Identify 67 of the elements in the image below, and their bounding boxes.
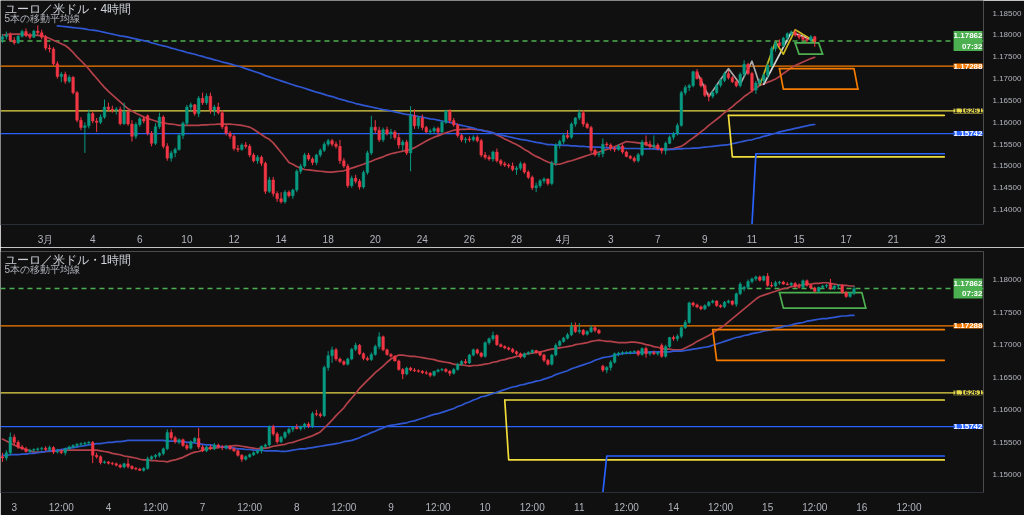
x-tick-label: 7 — [655, 233, 662, 245]
x-tick-label: 23 — [934, 233, 947, 245]
ref-line-label: 1.15742 — [953, 129, 984, 139]
x-tick-label: 12:00 — [519, 501, 546, 513]
y-tick-label: 1.16000 — [992, 117, 1022, 127]
x-tick-label: 15 — [762, 501, 774, 513]
x-tick-label: 12:00 — [331, 501, 357, 513]
x-tick-label: 15 — [793, 233, 806, 245]
y-tick-label: 1.15000 — [992, 161, 1022, 171]
x-tick-label: 20 — [369, 233, 382, 245]
x-tick-label: 21 — [887, 233, 900, 245]
x-tick-label: 12:00 — [142, 501, 169, 513]
text: 5本の移動平均線 — [4, 13, 81, 24]
x-tick-label: 4月 — [555, 233, 572, 245]
x-tick-label: 10 — [479, 501, 492, 513]
x-tick-label: 11 — [574, 501, 585, 513]
y-tick-label: 1.18000 — [992, 30, 1022, 40]
ref-line-label: 1.16261 — [953, 388, 984, 398]
y-tick-label: 1.17500 — [992, 52, 1022, 62]
x-tick-label: 9 — [702, 233, 709, 245]
x-tick-label: 8 — [293, 501, 300, 513]
x-tick-label: 18 — [322, 233, 335, 245]
y-tick-label: 1.17000 — [992, 340, 1022, 350]
y-tick-label: 1.18500 — [992, 8, 1022, 18]
x-tick-label: 12:00 — [48, 501, 75, 513]
ref-line-label: 1.17862 07:32 — [953, 31, 984, 51]
x-tick-label: 10 — [181, 233, 193, 245]
y-tick-label: 1.16000 — [992, 405, 1022, 415]
ref-line-label: 1.17288 — [953, 61, 984, 71]
ref-line-label: 1.16261 — [953, 106, 984, 116]
y-tick-label: 1.17000 — [992, 74, 1022, 84]
y-tick-label: 1.15000 — [992, 470, 1022, 480]
y-tick-label: 1.16500 — [992, 95, 1022, 105]
x-tick-label: 3 — [11, 501, 18, 513]
y-tick-label: 1.16500 — [992, 372, 1022, 382]
x-tick-label: 3月 — [37, 233, 54, 245]
x-tick-label: 12:00 — [802, 501, 828, 513]
x-tick-label: 9 — [388, 501, 395, 513]
x-tick-label: 12:00 — [896, 501, 922, 513]
x-tick-label: 12 — [228, 233, 240, 245]
x-tick-label: 24 — [416, 233, 429, 245]
ref-line-label: 1.17288 — [953, 321, 984, 331]
x-tick-label: 3 — [607, 233, 614, 245]
x-tick-label: 12:00 — [425, 501, 451, 513]
text: 5本の移動平均線 — [4, 264, 81, 275]
x-tick-label: 12:00 — [613, 501, 640, 513]
x-tick-label: 14 — [275, 233, 288, 245]
x-tick-label: 12:00 — [237, 501, 263, 513]
y-tick-label: 1.14500 — [992, 183, 1022, 193]
ref-line-label: 1.17862 07:32 — [953, 278, 984, 299]
y-tick-label: 1.18000 — [992, 275, 1022, 285]
x-tick-label: 4 — [105, 501, 112, 513]
y-tick-label: 1.15500 — [992, 139, 1022, 149]
x-tick-label: 16 — [856, 501, 868, 513]
y-tick-label: 1.14000 — [992, 205, 1022, 215]
x-tick-label: 6 — [137, 233, 144, 245]
x-tick-label: 7 — [199, 501, 206, 513]
ref-line-label: 1.15742 — [953, 422, 984, 432]
x-tick-label: 28 — [510, 233, 523, 245]
x-tick-label: 14 — [667, 501, 680, 513]
y-tick-label: 1.17500 — [992, 307, 1022, 317]
y-tick-label: 1.15500 — [992, 437, 1022, 447]
x-tick-label: 4 — [89, 233, 96, 245]
x-tick-label: 17 — [840, 233, 853, 245]
x-tick-label: 11 — [746, 233, 758, 245]
x-tick-label: 26 — [463, 233, 476, 245]
x-tick-label: 12:00 — [708, 501, 734, 513]
